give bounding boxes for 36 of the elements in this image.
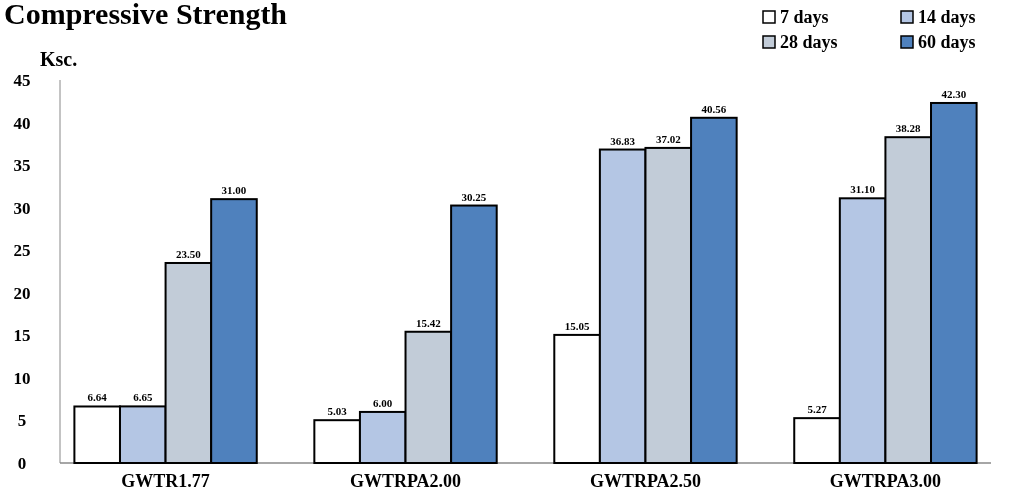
y-tick-label: 30 <box>13 198 31 218</box>
data-label: 31.10 <box>850 183 876 196</box>
y-tick-label: 45 <box>13 71 31 90</box>
y-axis-title: Ksc. <box>40 48 78 70</box>
data-label: 42.30 <box>941 87 967 100</box>
data-label: 37.02 <box>655 132 682 145</box>
y-tick-label: 40 <box>13 113 31 133</box>
data-label: 38.28 <box>895 122 922 135</box>
data-label: 6.64 <box>87 391 108 404</box>
data-label: 40.56 <box>701 102 727 115</box>
data-label: 6.00 <box>373 396 393 409</box>
y-tick-label: 25 <box>13 241 31 261</box>
y-tick-label: 5 <box>17 411 27 431</box>
y-tick-label: 10 <box>13 368 31 388</box>
data-label: 30.25 <box>461 190 487 203</box>
y-tick-label: 35 <box>13 156 31 176</box>
data-label: 5.03 <box>327 405 348 418</box>
chart-title: Compressive Strength <box>4 0 288 30</box>
y-tick-label: 0 <box>17 454 27 473</box>
data-label: 6.65 <box>133 391 153 404</box>
legend-label: 7 days <box>780 7 829 27</box>
legend-label: 60 days <box>918 32 976 52</box>
x-tick-label: GWTRPA2.00 <box>349 471 462 491</box>
data-label: 15.05 <box>564 319 590 332</box>
data-label: 5.27 <box>807 403 828 416</box>
y-tick-label: 15 <box>13 326 31 346</box>
x-tick-label: GWTR1.77 <box>121 471 210 491</box>
x-tick-label: GWTRPA2.50 <box>589 471 702 491</box>
y-tick-label: 20 <box>13 283 31 303</box>
data-label: 15.42 <box>415 316 442 329</box>
data-label: 31.00 <box>221 184 247 197</box>
data-label: 36.83 <box>610 134 636 147</box>
legend-label: 28 days <box>780 32 838 52</box>
legend-label: 14 days <box>918 7 976 27</box>
data-label: 23.50 <box>176 247 202 260</box>
x-tick-label: GWTRPA3.00 <box>829 471 942 491</box>
